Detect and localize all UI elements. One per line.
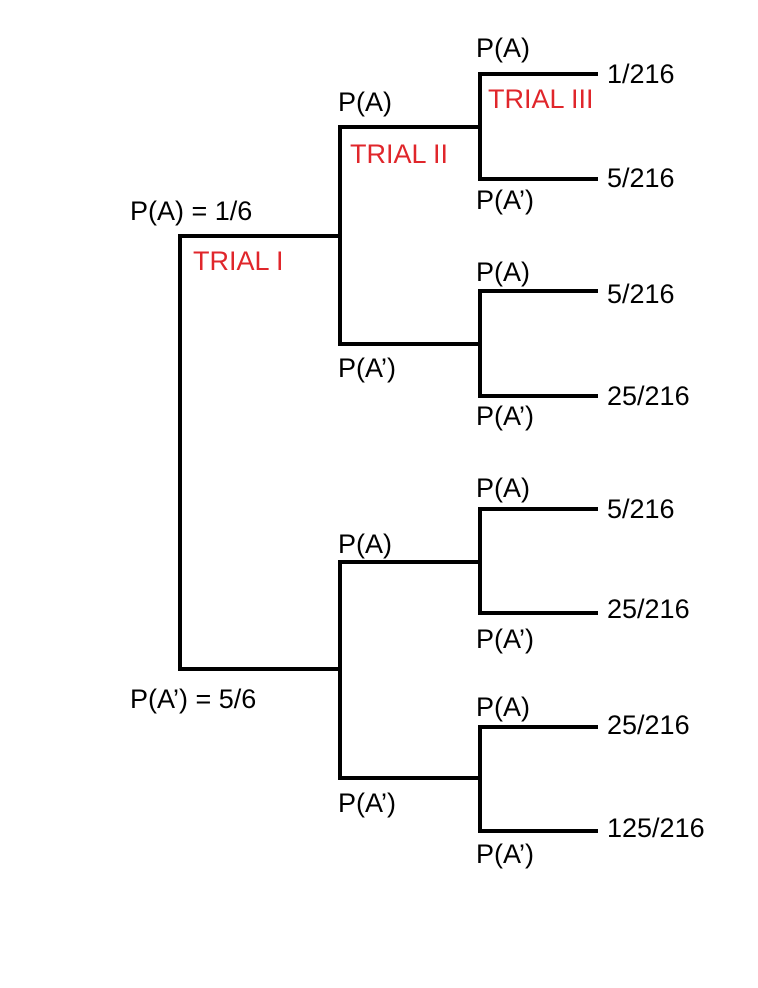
trial-2-lower-branch-connector [338,560,482,780]
trial-3-branch-connector-1 [478,72,598,181]
level-1-lower-label: P(A’) = 5/6 [130,684,256,714]
outcome-5-probability: 5/216 [607,494,675,524]
trial-3-label: TRIAL III [488,84,594,114]
level-2-lower-lower-label: P(A’) [338,788,396,818]
outcome-1-probability: 1/216 [607,59,675,89]
trial-3-branch-connector-3 [478,507,598,615]
level-3-branch-2-upper-label: P(A) [476,257,530,287]
outcome-6-probability: 25/216 [607,594,690,624]
trial-2-label: TRIAL II [350,139,448,169]
level-2-upper-lower-label: P(A’) [338,353,396,383]
trial-1-label: TRIAL I [193,246,284,276]
trial-3-branch-connector-2 [478,289,598,398]
level-3-branch-3-lower-label: P(A’) [476,624,534,654]
level-3-branch-4-lower-label: P(A’) [476,839,534,869]
outcome-2-probability: 5/216 [607,163,675,193]
level-2-upper-upper-label: P(A) [338,87,392,117]
level-3-branch-3-upper-label: P(A) [476,473,530,503]
outcome-4-probability: 25/216 [607,381,690,411]
level-3-branch-1-upper-label: P(A) [476,33,530,63]
trial-1-branch-connector [178,234,342,671]
level-3-branch-1-lower-label: P(A’) [476,185,534,215]
outcome-8-probability: 125/216 [607,813,705,843]
outcome-3-probability: 5/216 [607,279,675,309]
trial-2-upper-branch-connector [338,125,482,346]
outcome-7-probability: 25/216 [607,710,690,740]
level-1-upper-label: P(A) = 1/6 [130,196,252,226]
level-3-branch-4-upper-label: P(A) [476,692,530,722]
level-3-branch-2-lower-label: P(A’) [476,401,534,431]
level-2-lower-upper-label: P(A) [338,529,392,559]
trial-3-branch-connector-4 [478,725,598,833]
